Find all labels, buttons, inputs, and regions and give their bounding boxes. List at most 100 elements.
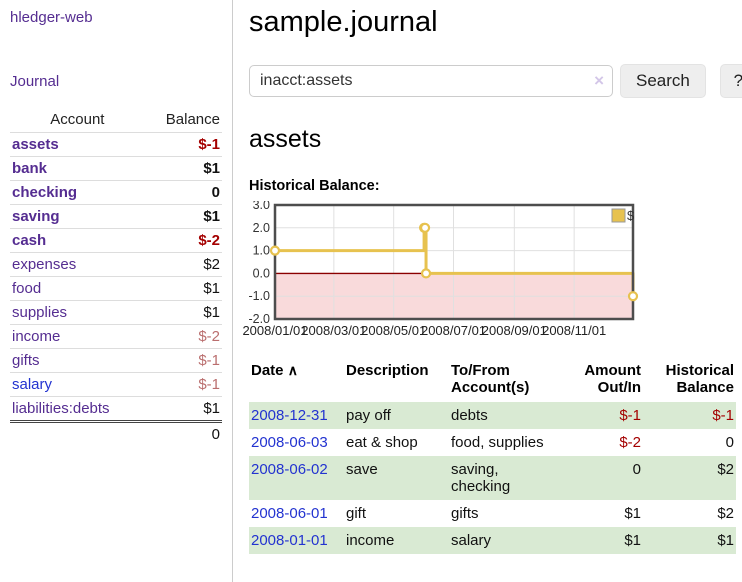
account-link-bank[interactable]: bank <box>12 160 48 177</box>
account-row: income $-2 <box>10 324 222 349</box>
account-row: bank $1 <box>10 156 222 181</box>
account-balance: $1 <box>144 204 222 229</box>
account-balance: $2 <box>144 252 222 277</box>
account-balance: $-1 <box>144 132 222 157</box>
account-row: food $1 <box>10 276 222 301</box>
transaction-balance: $2 <box>643 456 736 500</box>
search-button[interactable]: Search <box>620 64 706 98</box>
account-link-liabilities-debts[interactable]: liabilities:debts <box>12 400 110 417</box>
help-button[interactable]: ? <box>719 64 742 98</box>
transaction-date-link[interactable]: 2008-06-01 <box>251 505 328 522</box>
transaction-accounts: salary <box>449 527 555 554</box>
register-row: 2008-06-03 eat & shop food, supplies $-2… <box>249 429 736 456</box>
main-content: sample.journal × Search ? assets Histori… <box>233 0 742 582</box>
sidebar-item-journal[interactable]: Journal <box>10 73 60 90</box>
account-link-gifts[interactable]: gifts <box>12 352 40 369</box>
account-link-salary[interactable]: salary <box>12 376 53 393</box>
transaction-amount: $-2 <box>619 434 641 451</box>
x-tick-label: 2008/03/01 <box>301 323 366 338</box>
transaction-date-link[interactable]: 2008-06-03 <box>251 434 328 451</box>
historical-balance-chart: $3.0 2.0 1.0 0.0 -1.0 -2.02008/01/012008/03/0… <box>242 201 639 338</box>
data-point-marker <box>269 245 281 256</box>
transaction-balance: $-1 <box>643 402 736 429</box>
register-header-row: Date ∧ Description To/From Account(s) Am… <box>249 358 736 402</box>
data-point-marker <box>419 222 431 233</box>
transaction-description: gift <box>346 505 367 522</box>
account-balance: $-1 <box>144 348 222 373</box>
sidebar: hledger-web Journal Account Balance asse… <box>0 0 233 582</box>
plot-border <box>273 203 635 321</box>
transaction-date-link[interactable]: 2008-12-31 <box>251 407 328 424</box>
account-link-income[interactable]: income <box>12 328 61 345</box>
account-balance: $-2 <box>144 228 222 253</box>
sort-ascending-icon: ∧ <box>287 362 298 378</box>
account-row: salary $-1 <box>10 372 222 397</box>
y-tick-label: -1.0 <box>248 289 270 303</box>
transaction-amount: $-1 <box>555 402 643 429</box>
transaction-description: save <box>344 456 449 500</box>
accounts-header-account: Account <box>10 108 145 133</box>
account-link-food[interactable]: food <box>12 280 42 297</box>
account-link-saving[interactable]: saving <box>12 208 60 225</box>
account-link-supplies[interactable]: supplies <box>12 304 68 321</box>
transaction-date-link[interactable]: 2008-01-01 <box>251 532 328 549</box>
transaction-balance: $2 <box>717 505 734 522</box>
transaction-accounts: saving, checking <box>449 456 555 500</box>
clear-search-icon[interactable]: × <box>594 71 604 90</box>
register-row: 2008-06-02 save saving, checking 0 $2 <box>249 456 736 500</box>
account-row: assets $-1 <box>10 132 222 157</box>
register-header-amount: Amount Out/In <box>584 362 641 396</box>
transaction-amount: $1 <box>624 505 641 522</box>
transaction-accounts: gifts <box>451 505 479 522</box>
register-header-description: Description <box>346 362 429 379</box>
x-tick-label: 2008/05/01 <box>361 323 426 338</box>
x-tick-label: 2008/11/01 <box>542 323 606 338</box>
account-link-checking[interactable]: checking <box>12 184 78 201</box>
transaction-accounts: debts <box>449 402 555 429</box>
y-tick-label: 2.0 <box>253 221 270 235</box>
data-point-marker <box>420 268 432 279</box>
x-tick-label: 2008/09/01 <box>482 323 547 338</box>
y-tick-label: 1.0 <box>253 244 270 258</box>
transaction-amount: $1 <box>555 527 643 554</box>
y-tick-label: 0.0 <box>253 266 270 280</box>
account-row: checking 0 <box>10 180 222 205</box>
account-row: cash $-2 <box>10 228 222 253</box>
account-balance: $-1 <box>144 372 222 397</box>
register-header-date[interactable]: Date ∧ <box>251 362 298 379</box>
register-table: Date ∧ Description To/From Account(s) Am… <box>249 358 736 554</box>
account-link-cash[interactable]: cash <box>12 232 47 249</box>
register-header-balance: Historical Balance <box>665 362 734 396</box>
page-title: sample.journal <box>249 6 438 38</box>
account-row: supplies $1 <box>10 300 222 325</box>
register-row: 2008-06-01 gift gifts $1 $2 <box>249 500 736 527</box>
account-row: liabilities:debts $1 <box>10 396 222 422</box>
accounts-total-value: 0 <box>144 420 222 446</box>
transaction-accounts: food, supplies <box>451 434 544 451</box>
transaction-description: pay off <box>344 402 449 429</box>
app-title-link[interactable]: hledger-web <box>10 9 93 26</box>
transaction-description: income <box>344 527 449 554</box>
account-balance: $1 <box>144 276 222 301</box>
transaction-date-link[interactable]: 2008-06-02 <box>251 461 328 478</box>
account-balance: 0 <box>144 180 222 205</box>
account-heading: assets <box>249 125 322 153</box>
account-link-expenses[interactable]: expenses <box>12 256 77 273</box>
account-row: expenses $2 <box>10 252 222 277</box>
account-link-assets[interactable]: assets <box>12 136 59 153</box>
account-row: saving $1 <box>10 204 222 229</box>
account-balance: $1 <box>144 156 222 181</box>
transaction-amount: 0 <box>555 456 643 500</box>
transaction-balance: 0 <box>725 434 734 451</box>
register-row: 2008-12-31 pay off debts $-1 $-1 <box>249 402 736 429</box>
register-row: 2008-01-01 income salary $1 $1 <box>249 527 736 554</box>
account-balance: $-2 <box>144 324 222 349</box>
search-input[interactable] <box>249 65 613 97</box>
account-row: gifts $-1 <box>10 348 222 373</box>
account-balance: $1 <box>144 300 222 325</box>
legend-label: $ <box>627 208 635 223</box>
account-balance: $1 <box>144 396 222 422</box>
accounts-header-balance: Balance <box>144 108 222 133</box>
legend-swatch <box>611 208 626 223</box>
accounts-header-row: Account Balance <box>10 108 222 133</box>
